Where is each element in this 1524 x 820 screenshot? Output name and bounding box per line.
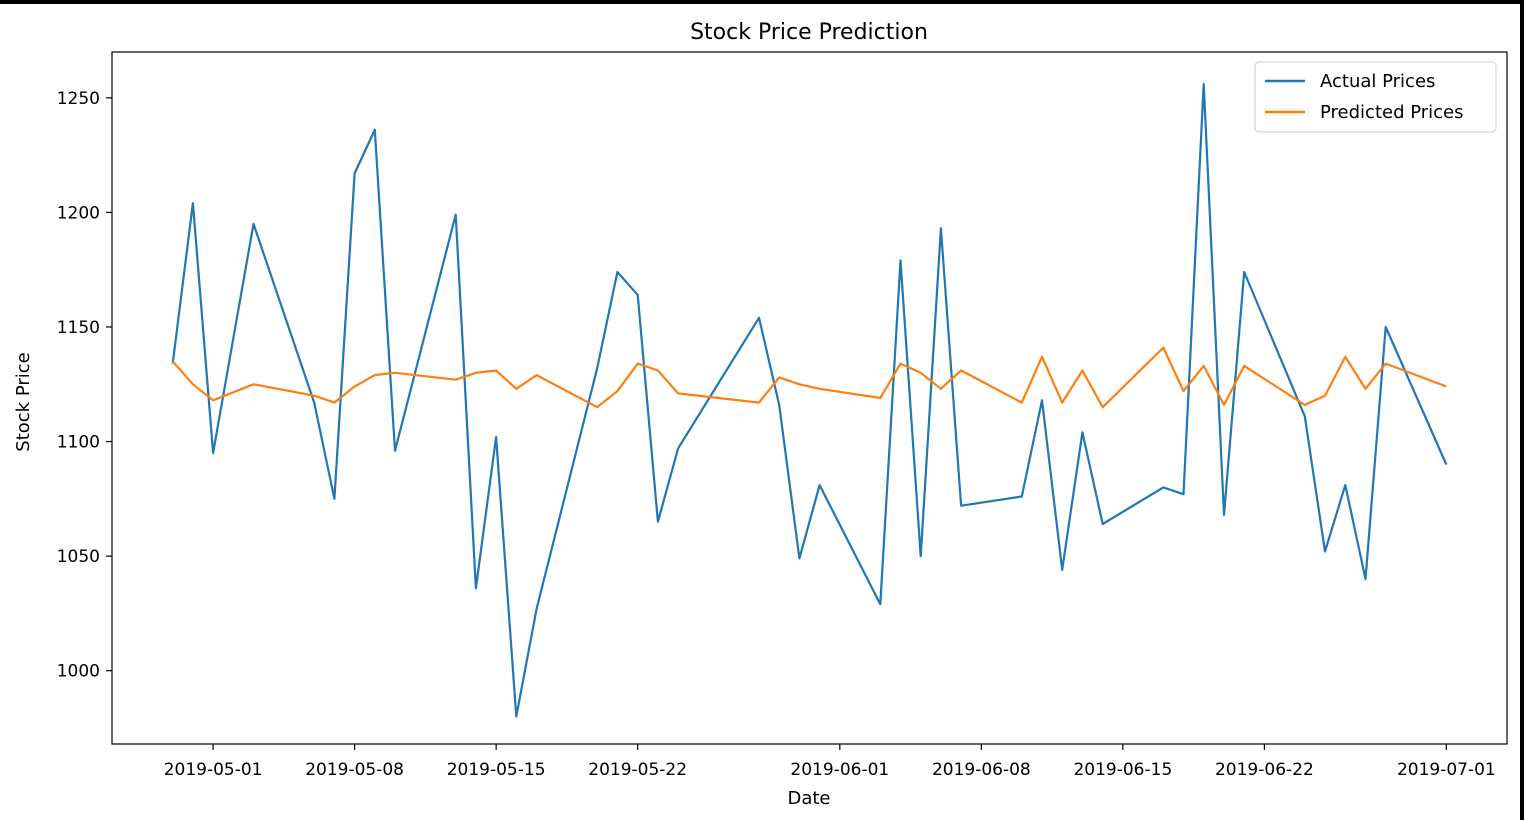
- x-tick-label: 2019-06-08: [932, 760, 1031, 780]
- y-tick-label: 1000: [57, 662, 100, 682]
- x-tick-label: 2019-07-01: [1397, 760, 1496, 780]
- legend-label-actual: Actual Prices: [1320, 71, 1435, 92]
- y-axis-title: Stock Price: [13, 352, 34, 451]
- x-tick-label: 2019-06-01: [790, 760, 889, 780]
- x-axis-title: Date: [787, 788, 830, 809]
- series-line-actual-prices: [171, 82, 1448, 718]
- legend: Actual Prices Predicted Prices: [1254, 61, 1497, 133]
- y-tick-label: 1100: [57, 433, 100, 453]
- y-tick-label: 1150: [57, 318, 100, 338]
- chart-title: Stock Price Prediction: [690, 20, 928, 45]
- legend-label-predicted: Predicted Prices: [1320, 102, 1464, 123]
- legend-box: [1254, 61, 1497, 133]
- plot-lines: [171, 82, 1448, 718]
- series-line-predicted-prices: [171, 346, 1447, 409]
- chart-figure: Stock Price Prediction 2019-05-01 2019-05…: [0, 4, 1520, 820]
- x-tick-label: 2019-05-15: [447, 760, 546, 780]
- plot-area-frame: [111, 51, 1508, 745]
- y-tick-label: 1200: [57, 203, 100, 223]
- x-tick-label: 2019-06-22: [1215, 760, 1314, 780]
- line-chart: Stock Price Prediction 2019-05-01 2019-05…: [13, 20, 1508, 809]
- y-axis-ticks: 1000 1050 1100 1150 1200 1250: [57, 89, 112, 682]
- x-tick-label: 2019-05-22: [588, 760, 687, 780]
- x-tick-label: 2019-06-15: [1073, 760, 1172, 780]
- x-tick-label: 2019-05-01: [164, 760, 263, 780]
- x-tick-label: 2019-05-08: [305, 760, 404, 780]
- x-axis-ticks: 2019-05-01 2019-05-08 2019-05-15 2019-05-22…: [164, 744, 1496, 780]
- y-tick-label: 1050: [57, 547, 100, 567]
- y-tick-label: 1250: [57, 89, 100, 109]
